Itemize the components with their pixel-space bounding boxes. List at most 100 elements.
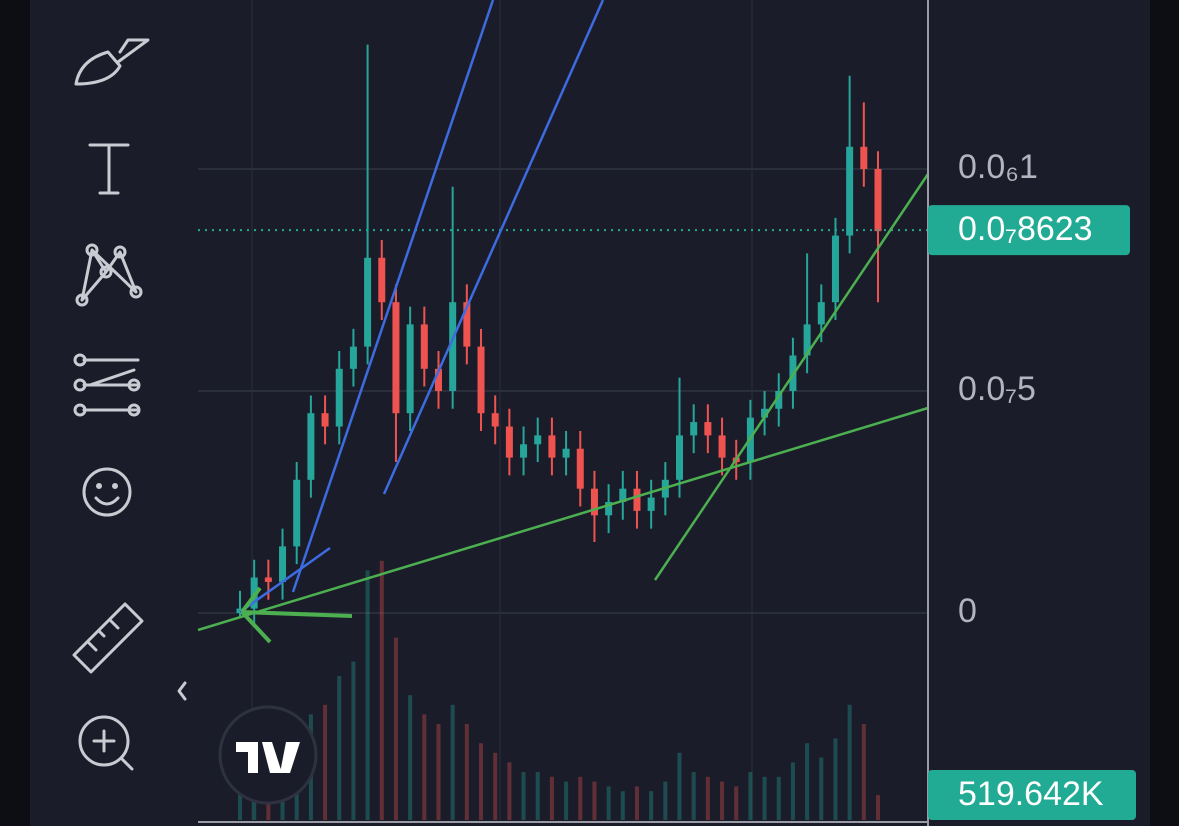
volume-bar <box>790 762 795 820</box>
volume-bar <box>479 743 484 820</box>
trend-line <box>653 173 930 581</box>
volume-bar <box>507 762 512 820</box>
plot <box>251 0 753 820</box>
emoji-tool[interactable] <box>82 467 132 517</box>
candle-body <box>690 422 698 436</box>
volume-bar <box>776 776 781 820</box>
drawings <box>198 44 928 820</box>
y-tick-label: 0.0₆1 <box>958 148 1038 186</box>
candle-body <box>534 435 542 445</box>
candle-body <box>718 435 726 458</box>
volume-bar <box>450 704 455 820</box>
zoom-tool[interactable] <box>78 715 134 771</box>
price-label: 0.0₇8623 <box>958 210 1093 248</box>
pattern-tool[interactable] <box>75 243 143 307</box>
candle-body <box>761 408 769 418</box>
candle-body <box>619 488 627 503</box>
volume-bar <box>564 781 569 820</box>
volume-bar <box>734 786 739 820</box>
candle-body <box>831 235 839 303</box>
volume-bar <box>393 637 398 820</box>
volume-bar <box>819 757 824 820</box>
fib-tool[interactable] <box>73 353 141 417</box>
collapse-arrow[interactable] <box>177 681 187 701</box>
volume-bar <box>705 776 710 820</box>
candle-body <box>576 448 584 489</box>
volume-bar <box>408 695 413 820</box>
candle-body <box>874 168 882 232</box>
volume-bar <box>677 752 682 820</box>
trend-line <box>239 546 331 614</box>
volume-bar <box>833 738 838 820</box>
volume-bar <box>691 772 696 820</box>
volume-bar <box>365 570 370 820</box>
candle-body <box>860 146 868 169</box>
candle-body <box>364 257 372 347</box>
volume-bar <box>606 786 611 820</box>
volume-label-box <box>928 770 1136 820</box>
volume-bar <box>535 772 540 820</box>
toolbar <box>72 38 187 771</box>
y-tick-label: 0 <box>958 592 977 630</box>
trend-lines <box>197 0 930 644</box>
volume-bar <box>238 791 242 820</box>
candle-body <box>477 346 485 414</box>
volume-bar <box>379 560 384 820</box>
price-label-box <box>928 205 1130 256</box>
volume-bar <box>748 772 753 820</box>
candle-body <box>335 368 343 427</box>
candle-body <box>817 302 825 325</box>
volume-bar <box>464 724 469 820</box>
candle-body <box>633 488 641 511</box>
trend-line <box>291 0 495 593</box>
candle-body <box>392 302 400 414</box>
volume-bar <box>847 704 852 820</box>
volume-bar <box>351 661 356 820</box>
y-tick-label: 0.0₇5 <box>958 370 1036 408</box>
volume-bar <box>805 743 810 820</box>
volume-bar <box>493 752 498 820</box>
candle-body <box>704 422 712 436</box>
volume-bar <box>861 724 866 820</box>
candle-body <box>449 302 457 391</box>
volume-bar <box>876 795 880 820</box>
candle-body <box>505 426 513 458</box>
volume-bar <box>337 676 342 820</box>
candle-body <box>378 257 386 303</box>
candle-body <box>434 368 442 391</box>
volume-bar <box>521 772 526 820</box>
logo[interactable] <box>218 705 318 805</box>
candle-body <box>463 302 471 347</box>
candle-body <box>676 435 684 480</box>
candle-body <box>803 324 811 356</box>
candle-body <box>264 577 272 582</box>
text-tool[interactable] <box>88 143 130 195</box>
volume-label: 519.642K <box>958 775 1104 813</box>
volume-bar <box>436 724 441 820</box>
volume-bar <box>578 776 583 820</box>
volume-bar <box>634 786 639 820</box>
candle-body <box>321 413 329 427</box>
candle-body <box>775 390 783 409</box>
volume-bar <box>422 714 427 820</box>
volume-bar <box>323 704 328 820</box>
candle-body <box>491 413 499 427</box>
brush-tool[interactable] <box>74 38 150 86</box>
candle-body <box>420 324 428 369</box>
candle-body <box>293 479 301 547</box>
trend-line <box>197 406 929 632</box>
candle-body <box>846 146 854 236</box>
volume-bar <box>720 781 725 820</box>
candle-body <box>279 546 287 582</box>
ruler-tool[interactable] <box>72 602 144 674</box>
candle-body <box>307 413 315 480</box>
candle-body <box>406 324 414 414</box>
candle-body <box>520 444 528 458</box>
volume-bar <box>592 781 597 820</box>
candle-body <box>590 488 598 516</box>
volume-bar <box>649 791 654 820</box>
candle-body <box>647 497 655 511</box>
candle-body <box>349 346 357 369</box>
